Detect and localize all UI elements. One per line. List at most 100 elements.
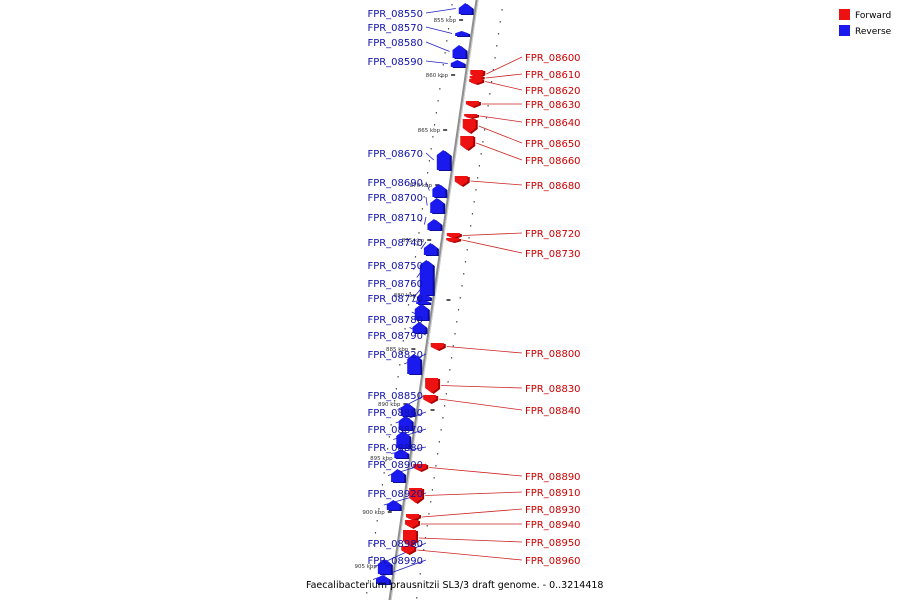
reverse-guide-dot	[437, 100, 439, 102]
reverse-guide-dot	[366, 592, 368, 594]
reverse-guide-dot	[404, 328, 406, 330]
gene-label-FPR_08610: FPR_08610	[525, 70, 581, 81]
forward-guide-dot	[424, 537, 427, 539]
scale-tick-label: 890 kbp	[378, 402, 401, 408]
reverse-guide-dot	[371, 556, 373, 558]
gene-arrow-FPR_08550	[458, 3, 472, 14]
gene-arrow-FPR_08570	[455, 31, 469, 36]
reverse-guide-dot	[369, 568, 371, 570]
leader-FPR_08800	[446, 346, 523, 354]
gene-arrow-FPR_08730	[446, 238, 460, 242]
reverse-guide-dot	[373, 544, 375, 546]
leader-FPR_08840	[439, 398, 523, 411]
reverse-guide-dot	[451, 4, 453, 6]
gene-arrow-FPR_08940	[405, 520, 419, 528]
scale-tick-label: 855 kbp	[434, 18, 457, 24]
forward-guide-dot	[450, 357, 453, 359]
leader-FPR_08930	[422, 508, 523, 518]
reverse-guide-dot	[394, 400, 396, 402]
forward-guide-dot	[456, 321, 458, 323]
leader-FPR_08670	[425, 152, 435, 161]
leader-FPR_08650	[478, 125, 523, 144]
reverse-guide-dot	[381, 484, 384, 486]
scale-tick-label: 865 kbp	[418, 128, 441, 134]
gene-label-FPR_08570: FPR_08570	[367, 23, 423, 34]
gene-label-FPR_08650: FPR_08650	[525, 139, 581, 150]
forward-guide-dot	[416, 597, 418, 599]
gene-label-FPR_08660: FPR_08660	[525, 156, 581, 167]
leader-FPR_08610	[485, 73, 523, 79]
scale-ticks: 855 kbp 860 kbp 865 kbp 870 kbp 875 kbp 880 k…	[355, 18, 475, 570]
strand-dot-guides	[366, 4, 503, 599]
gene-label-FPR_08910: FPR_08910	[525, 488, 581, 499]
forward-guide-dot	[485, 117, 487, 119]
gene-arrow-FPR_08790	[412, 322, 426, 333]
forward-guide-dot	[463, 273, 465, 275]
reverse-guide-dot	[447, 28, 450, 30]
gene-label-FPR_08690: FPR_08690	[367, 178, 423, 189]
forward-guide-dot	[435, 465, 437, 467]
gene-label-FPR_08710: FPR_08710	[367, 213, 423, 224]
leader-FPR_08550	[425, 8, 456, 14]
gene-label-FPR_08730: FPR_08730	[525, 249, 581, 260]
reverse-guide-dot	[446, 40, 448, 42]
gene-arrow-FPR_08720	[446, 233, 460, 238]
reverse-guide-dot	[374, 532, 377, 534]
gene-arrow-FPR_08960	[401, 546, 415, 554]
leader-FPR_08710	[424, 216, 427, 225]
gene-arrow-FPR_08750	[419, 260, 433, 295]
reverse-guide-dot	[383, 472, 385, 474]
forward-guide-dot	[444, 405, 446, 407]
gene-label-FPR_08870: FPR_08870	[367, 425, 423, 436]
reverse-guide-dot	[395, 388, 397, 390]
reverse-guide-dot	[434, 124, 436, 126]
forward-guide-dot	[457, 309, 460, 311]
gene-label-FPR_08680: FPR_08680	[525, 181, 581, 192]
forward-guide-dot	[499, 21, 501, 23]
forward-guide-dot	[494, 57, 496, 59]
reverse-guide-dot	[378, 508, 380, 510]
forward-guide-dot	[461, 285, 463, 287]
legend-forward-swatch	[839, 9, 850, 20]
forward-guide-dot	[447, 381, 449, 383]
reverse-guide-dot	[400, 352, 403, 354]
gene-label-FPR_08740: FPR_08740	[367, 238, 423, 249]
gene-arrow-FPR_08850	[400, 403, 414, 416]
reverse-guide-dot	[432, 136, 434, 138]
scale-tick-label: 870 kbp	[410, 183, 433, 189]
reverse-guide-dot	[380, 496, 382, 498]
reverse-guide-dot	[407, 304, 410, 306]
leader-FPR_08740	[420, 241, 427, 250]
gene-arrow-FPR_08760	[416, 294, 430, 300]
reverse-guide-dot	[376, 520, 378, 522]
gene-label-FPR_08890: FPR_08890	[525, 472, 581, 483]
gene-arrow-FPR_08870	[396, 431, 410, 448]
forward-guide-dot	[438, 441, 440, 443]
gene-arrow-FPR_08580	[452, 45, 466, 58]
reverse-guide-dot	[428, 160, 430, 162]
genome-backbone	[388, 0, 479, 600]
reverse-guide-dot	[427, 172, 429, 174]
leader-FPR_08660	[476, 142, 523, 161]
reverse-guide-dot	[367, 580, 370, 582]
gene-arrow-FPR_08860	[398, 416, 412, 430]
gene-label-FPR_08960: FPR_08960	[525, 556, 581, 567]
forward-guide-dot	[480, 153, 482, 155]
forward-guide-dot	[489, 93, 491, 95]
reverse-guide-dot	[449, 16, 451, 18]
reverse-guide-dot	[387, 448, 389, 450]
forward-guide-dot	[464, 261, 467, 263]
backbone-highlight	[390, 0, 479, 600]
reverse-guide-dot	[406, 316, 408, 318]
forward-guide-dot	[445, 393, 447, 395]
leader-FPR_08570	[425, 26, 453, 34]
gene-label-FPR_08920: FPR_08920	[367, 489, 423, 500]
reverse-guide-dot	[409, 292, 411, 294]
gene-arrow-FPR_08950	[402, 530, 416, 546]
gene-label-FPR_08760: FPR_08760	[367, 279, 423, 290]
reverse-guide-dot	[439, 88, 441, 90]
gene-features	[375, 3, 486, 585]
gene-label-FPR_08800: FPR_08800	[525, 349, 581, 360]
gene-label-FPR_08790: FPR_08790	[367, 331, 423, 342]
